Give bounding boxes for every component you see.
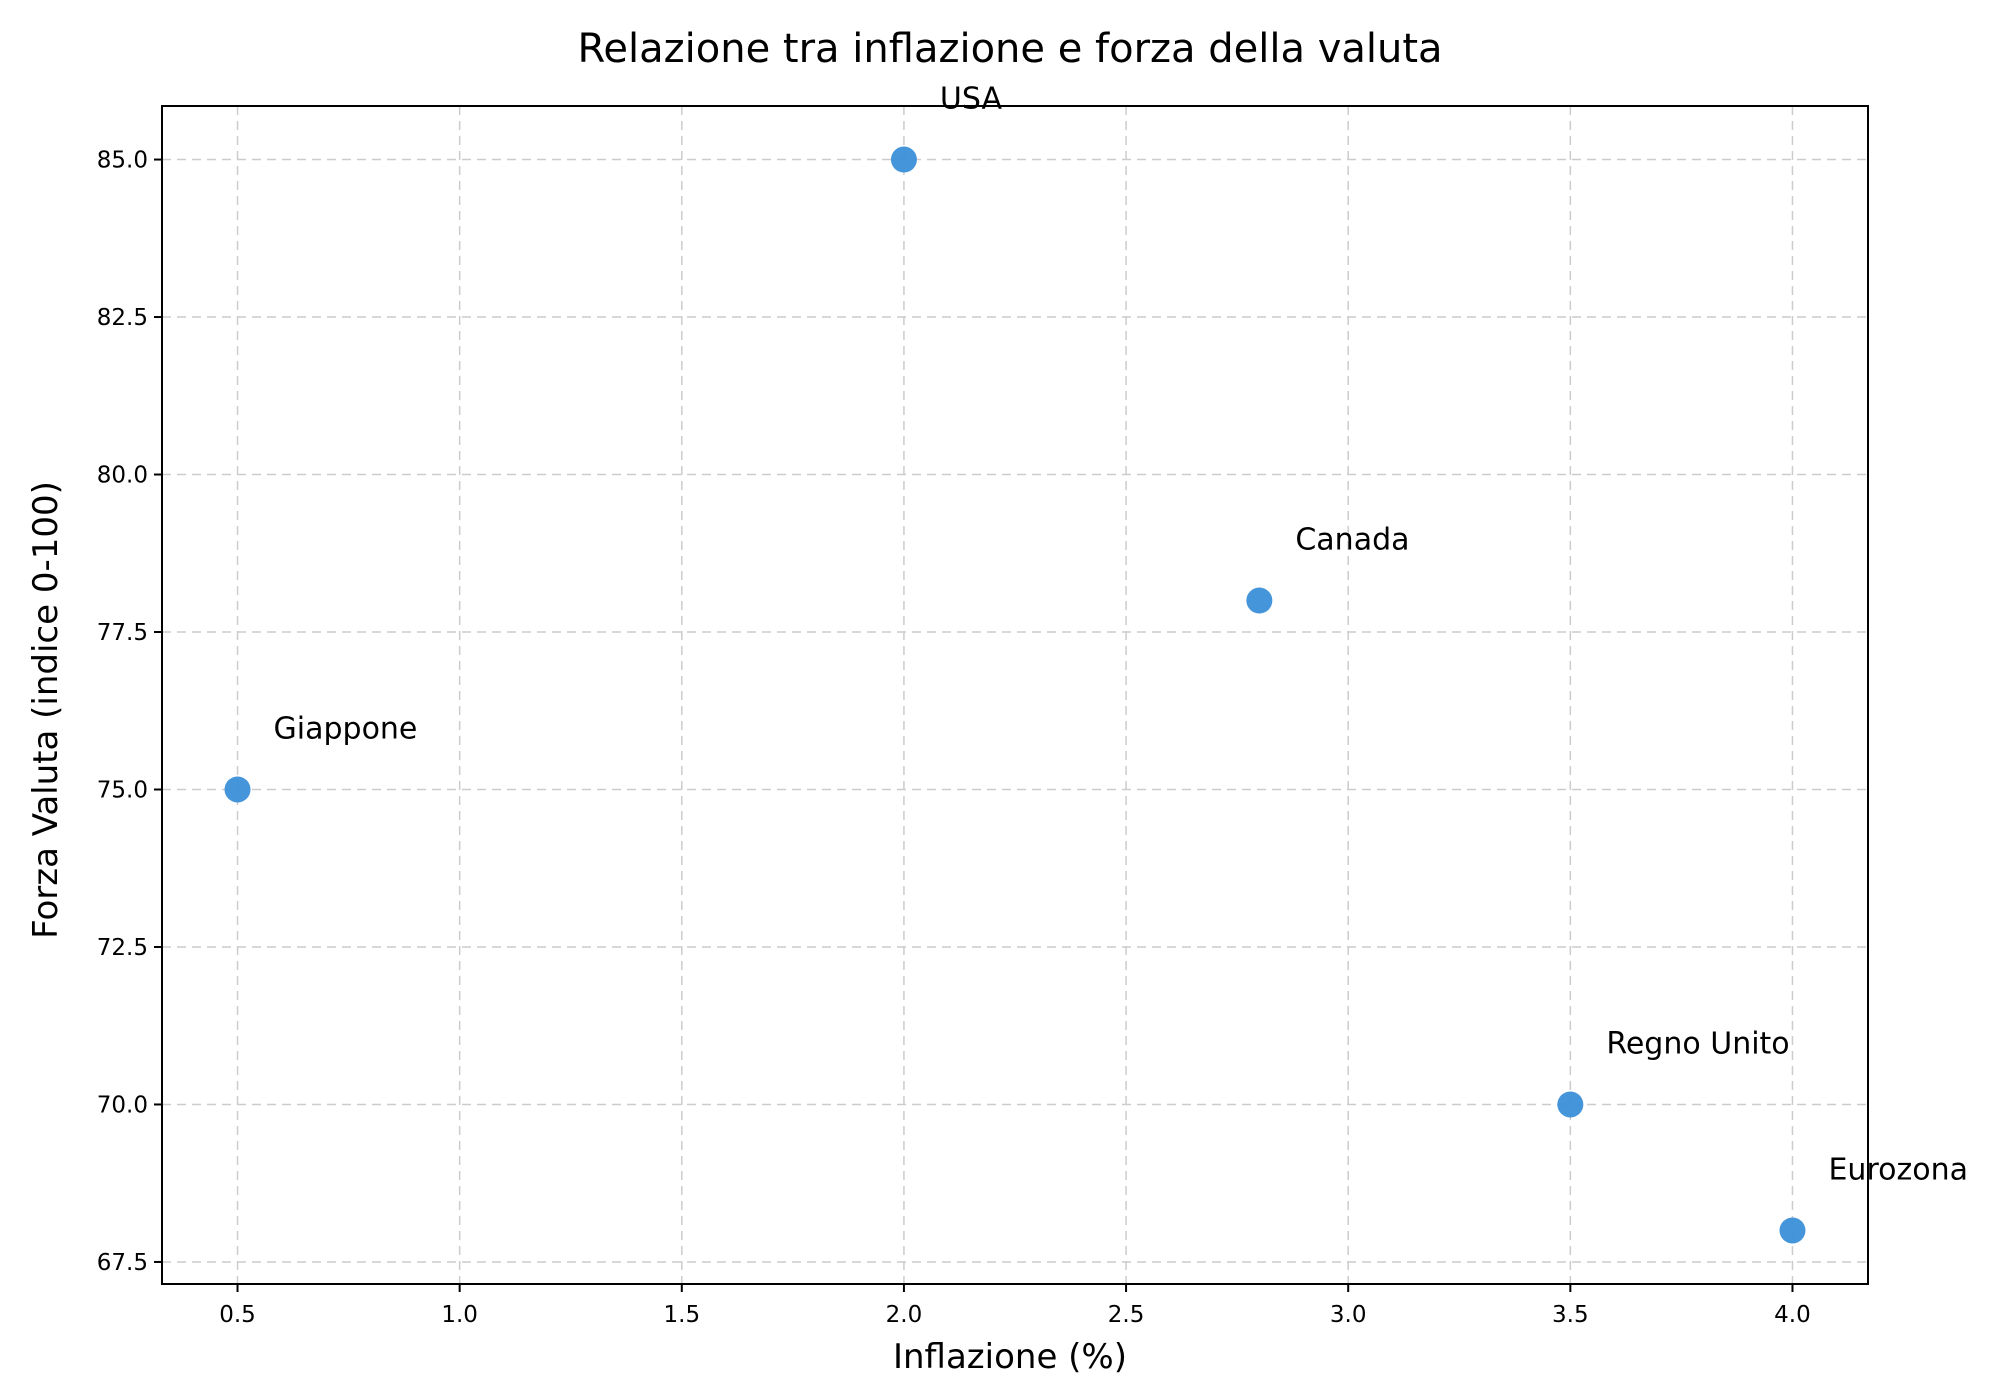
y-axis-label: Forza Valuta (indice 0-100) xyxy=(26,481,66,939)
y-tick-label: 67.5 xyxy=(97,1250,148,1276)
data-point xyxy=(890,146,917,173)
point-label: USA xyxy=(940,82,1003,117)
point-label: Giappone xyxy=(274,711,418,746)
data-point xyxy=(1246,587,1273,614)
point-label: Eurozona xyxy=(1828,1152,1968,1187)
chart-title: Relazione tra inflazione e forza della v… xyxy=(577,26,1442,72)
y-tick-label: 80.0 xyxy=(97,463,148,489)
x-tick-label: 3.0 xyxy=(1330,1302,1367,1328)
x-tick-label: 4.0 xyxy=(1774,1302,1811,1328)
data-point xyxy=(1779,1217,1806,1244)
data-points: USA Giappone Eurozona Regno Unito Canada xyxy=(224,82,1968,1244)
x-tick-label: 2.0 xyxy=(886,1302,923,1328)
x-tick-label: 1.5 xyxy=(664,1302,701,1328)
y-tick-label: 75.0 xyxy=(97,777,148,803)
data-point xyxy=(1557,1091,1584,1118)
y-tick-label: 82.5 xyxy=(97,305,148,331)
plot-frame xyxy=(161,105,1869,1285)
axis-ticks: 0.5 1.0 1.5 2.0 2.5 3.0 3.5 4.0 67.5 70.0 72.5 75.0… xyxy=(97,148,1811,1328)
y-tick-label: 85.0 xyxy=(97,148,148,174)
grid xyxy=(162,106,1868,1284)
data-point xyxy=(224,776,251,803)
x-tick-label: 0.5 xyxy=(219,1302,256,1328)
x-tick-label: 3.5 xyxy=(1552,1302,1589,1328)
y-tick-label: 72.5 xyxy=(97,935,148,961)
point-label: Regno Unito xyxy=(1606,1026,1789,1061)
point-label: Canada xyxy=(1295,523,1409,558)
y-tick-label: 70.0 xyxy=(97,1092,148,1118)
x-tick-label: 2.5 xyxy=(1108,1302,1145,1328)
x-tick-label: 1.0 xyxy=(441,1302,478,1328)
y-tick-label: 77.5 xyxy=(97,620,148,646)
x-axis-label: Inflazione (%) xyxy=(893,1337,1127,1377)
